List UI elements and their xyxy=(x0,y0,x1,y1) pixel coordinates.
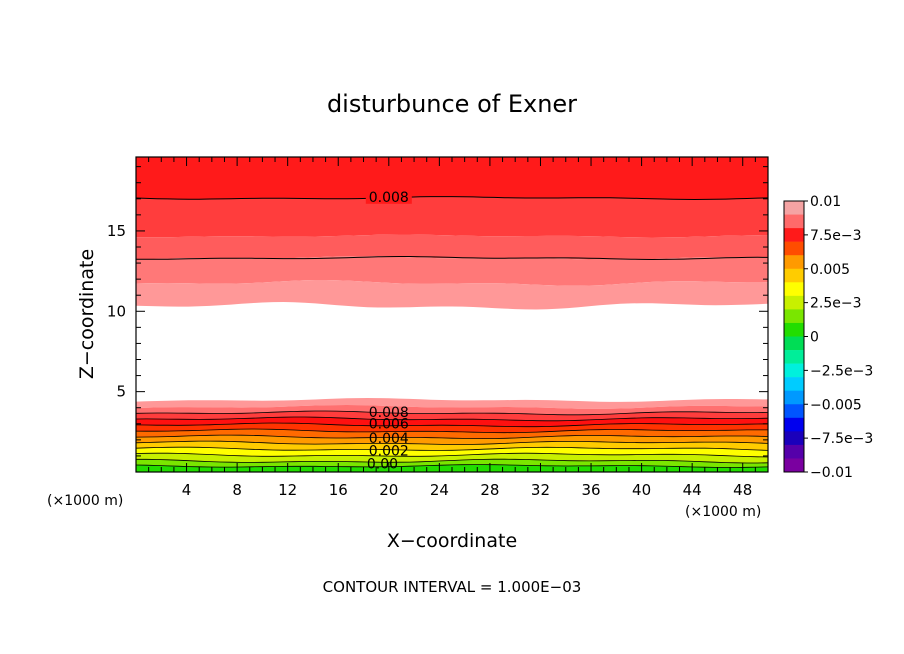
contour-band-lower-3 xyxy=(136,417,768,427)
x-tick-label: 8 xyxy=(232,481,242,499)
contour-label: 0.00 xyxy=(367,457,398,473)
chart-title: disturbunce of Exner xyxy=(327,90,577,118)
colorbar-label: 0 xyxy=(810,330,819,346)
x-unit-label-left: (×1000 m) xyxy=(47,493,123,509)
x-tick-label: 48 xyxy=(733,481,752,499)
y-tick-label: 5 xyxy=(116,383,126,401)
contour-label: 0.008 xyxy=(369,190,409,206)
colorbar-swatch xyxy=(784,214,804,229)
contour-line-lower-11 xyxy=(135,464,769,468)
x-tick-label: 16 xyxy=(329,481,348,499)
colorbar-swatch xyxy=(784,201,804,215)
contour-label: 0.008 xyxy=(369,405,409,421)
colorbar-swatch xyxy=(784,377,804,391)
y-tick-label: 15 xyxy=(107,222,126,240)
contour-line-lower-4 xyxy=(135,422,769,428)
contour-label: 0.006 xyxy=(369,416,409,432)
contour-line-lower-10 xyxy=(136,458,769,464)
contour-line-lower-2 xyxy=(135,410,769,416)
contour-line-lower-5 xyxy=(135,428,768,434)
colorbar-swatch xyxy=(784,322,804,337)
colorbar-label: −7.5e−3 xyxy=(810,431,873,447)
contour-band-lower-7 xyxy=(136,441,768,451)
colorbar-swatch xyxy=(784,363,804,378)
y-tick-label: 10 xyxy=(107,302,126,320)
colorbar-swatch xyxy=(784,458,804,473)
colorbar-swatch xyxy=(784,417,804,432)
colorbar-label: 0.01 xyxy=(810,194,841,210)
x-tick-label: 36 xyxy=(581,481,600,499)
colorbar-swatch xyxy=(784,404,804,419)
contour-label-bg xyxy=(365,189,412,204)
colorbar-swatch xyxy=(784,390,804,405)
x-tick-label: 28 xyxy=(480,481,499,499)
colorbar-label: −2.5e−3 xyxy=(810,363,873,379)
x-axis-title: X−coordinate xyxy=(387,530,517,552)
x-tick-label: 20 xyxy=(379,481,398,499)
x-tick-label: 32 xyxy=(531,481,550,499)
contour-line-upper-0 xyxy=(135,196,769,201)
contour-line-lower-3 xyxy=(135,416,769,422)
colorbar: 0.01 7.5e−3 0.005 2.5e−3 0 −2.5e−3 −0.005 −7.5e… xyxy=(783,194,873,481)
contour-band-lower-6 xyxy=(136,435,768,445)
colorbar-swatch xyxy=(784,336,804,351)
contour-band-upper-1 xyxy=(136,196,768,238)
contour-interval-note: CONTOUR INTERVAL = 1.000E−03 xyxy=(323,578,582,596)
contour-band-upper-4 xyxy=(136,280,768,310)
contour-line-lower-6 xyxy=(135,434,769,440)
colorbar-swatch xyxy=(784,309,804,324)
colorbar-swatch xyxy=(784,255,804,270)
x-tick-label: 12 xyxy=(278,481,297,499)
contour-band-lower-1 xyxy=(136,405,768,415)
contour-line-lower-8 xyxy=(135,446,769,451)
contour-label: 0.002 xyxy=(369,444,409,460)
x-tick-label: 44 xyxy=(683,481,702,499)
contour-line-lower-7 xyxy=(135,440,769,445)
colorbar-swatch xyxy=(784,241,804,256)
colorbar-swatch xyxy=(784,295,804,310)
y-axis-title: Z−coordinate xyxy=(76,249,98,379)
contour-band-upper-0 xyxy=(136,157,768,200)
x-tick-label: 40 xyxy=(632,481,651,499)
contour-band-lower-4 xyxy=(136,423,768,433)
colorbar-label: −0.01 xyxy=(810,465,853,481)
contour-line-lower-9 xyxy=(135,452,769,458)
contour-label: 0.004 xyxy=(369,431,409,447)
colorbar-label: 7.5e−3 xyxy=(810,228,862,244)
colorbar-label: 0.005 xyxy=(810,262,850,278)
colorbar-swatch xyxy=(784,444,804,459)
contour-band-lower-0 xyxy=(136,398,768,409)
contour-line-upper-1 xyxy=(135,256,769,261)
x-tick-label: 4 xyxy=(182,481,192,499)
colorbar-swatch xyxy=(784,268,804,283)
colorbar-swatch xyxy=(784,282,804,297)
colorbar-label: 2.5e−3 xyxy=(810,296,862,312)
contour-band-upper-3 xyxy=(136,256,768,286)
colorbar-swatch xyxy=(784,431,804,446)
colorbar-label: −0.005 xyxy=(810,397,862,413)
contour-band-upper-2 xyxy=(136,234,768,260)
contour-band-lower-5 xyxy=(136,429,768,439)
colorbar-swatch xyxy=(784,350,804,364)
x-tick-label: 24 xyxy=(430,481,449,499)
colorbar-swatch xyxy=(784,228,804,242)
x-unit-label-right: (×1000 m) xyxy=(685,504,761,520)
contour-band-lower-2 xyxy=(136,411,768,421)
